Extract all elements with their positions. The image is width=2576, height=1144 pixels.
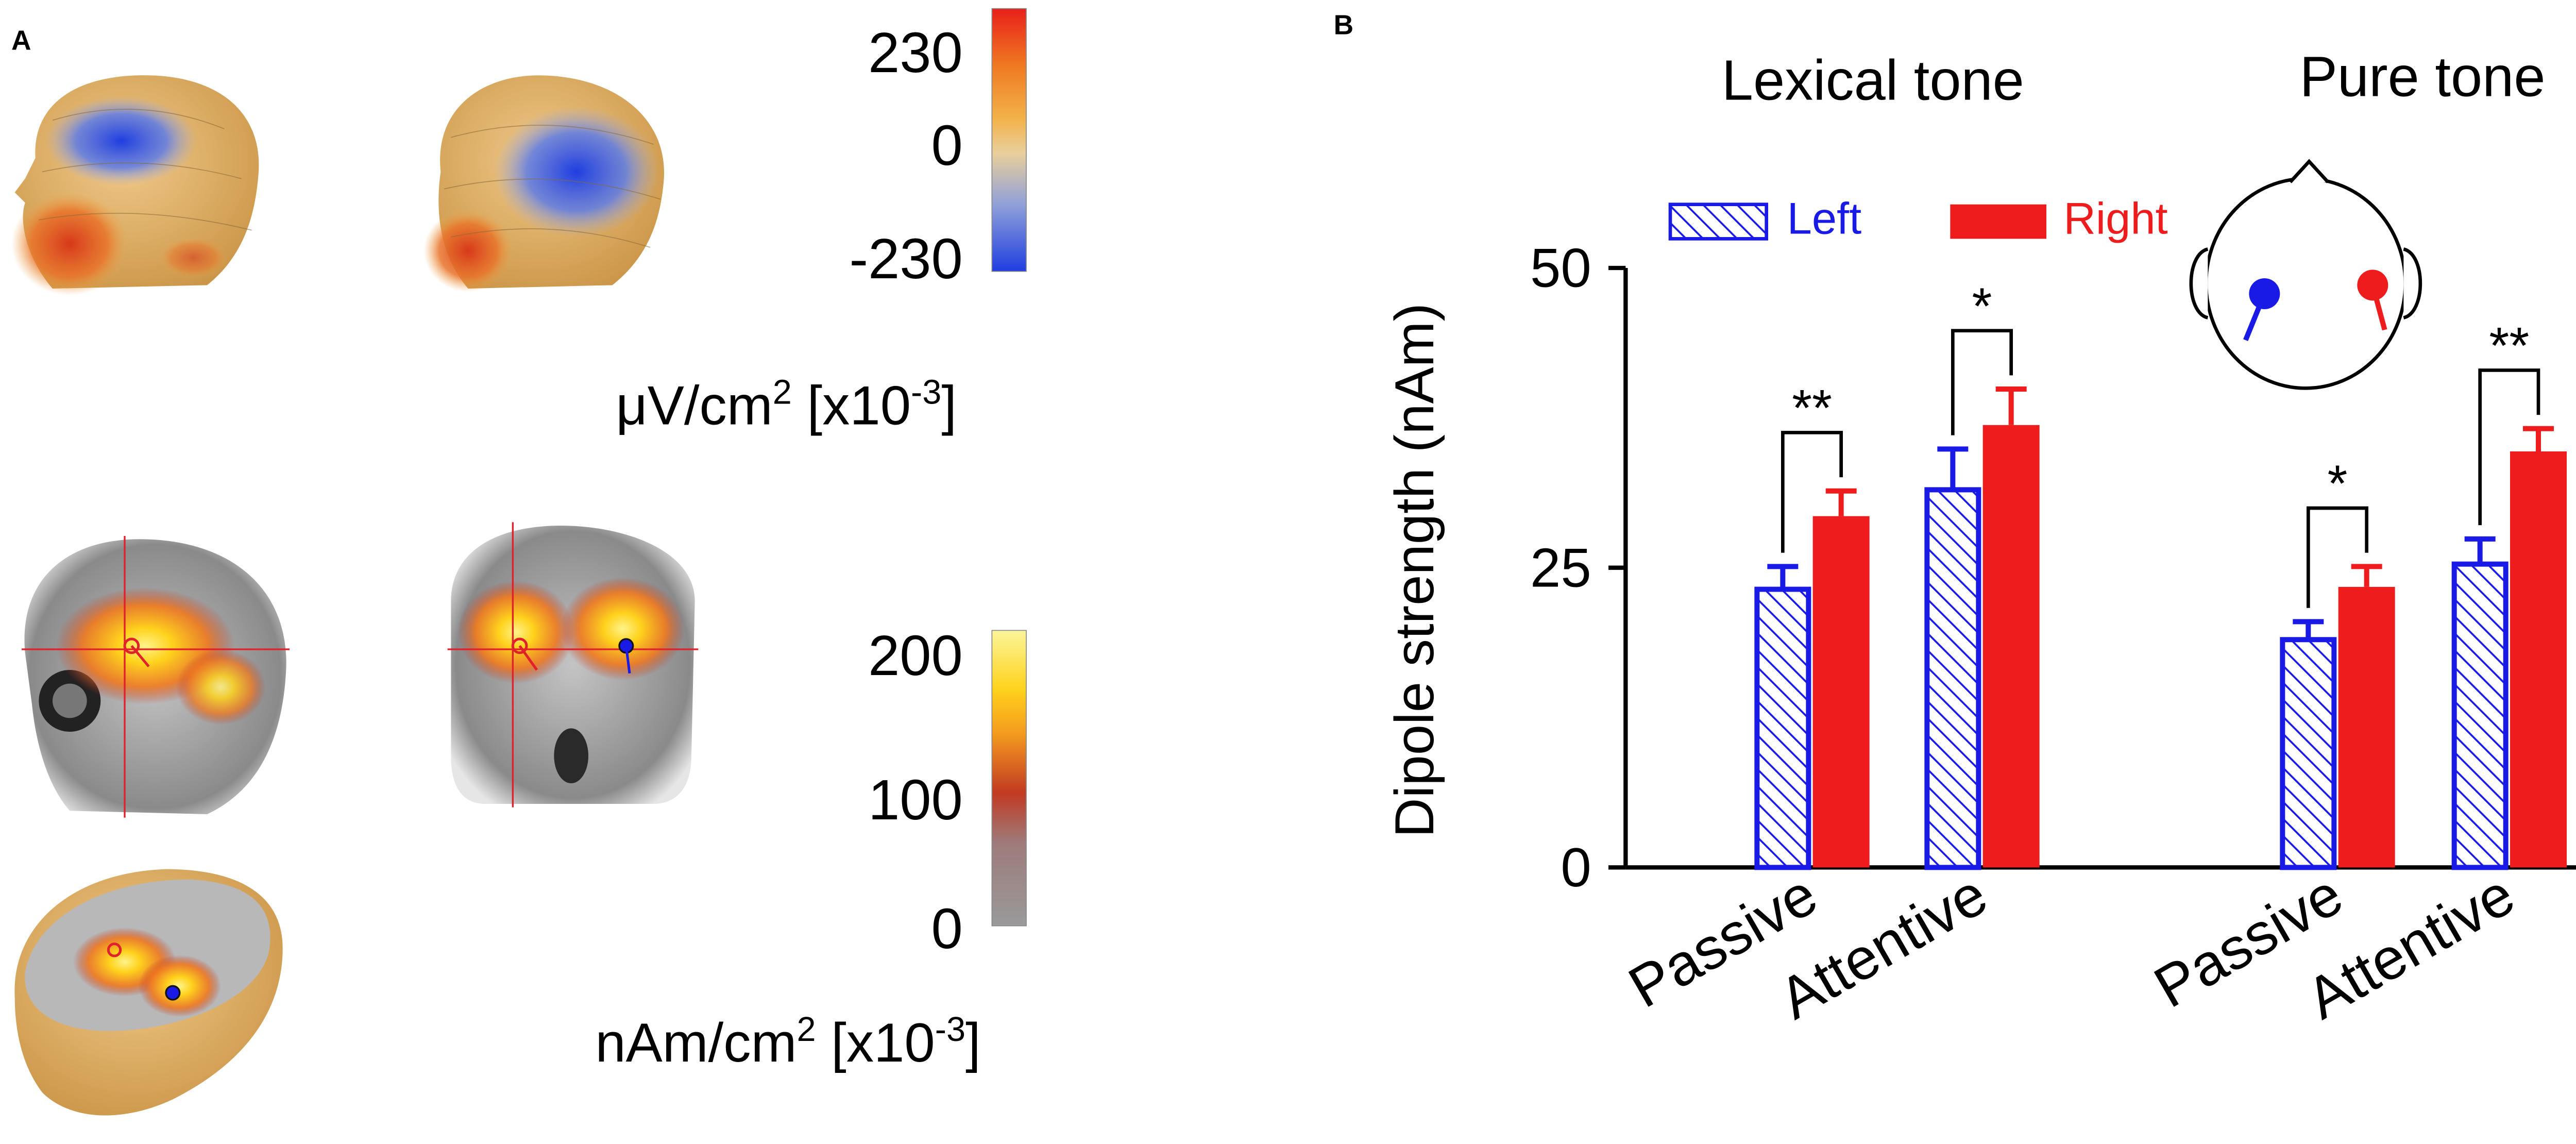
significance-marker: * bbox=[2328, 455, 2348, 513]
source-colorbar-unit: nAm/cm2 [x10-3] bbox=[595, 1011, 980, 1073]
bar-right bbox=[2510, 451, 2567, 868]
scalp-map-right-view bbox=[423, 75, 665, 292]
bars: ****** bbox=[1754, 277, 2567, 870]
head-schematic-icon bbox=[2189, 159, 2422, 390]
significance-bracket bbox=[1951, 329, 2013, 435]
y-tick-label: 50 bbox=[1530, 237, 1591, 299]
bar-left bbox=[1924, 487, 1981, 870]
bar-right bbox=[1982, 425, 2040, 868]
significance-bracket bbox=[1781, 431, 1843, 553]
scalp-colorbar: 230 0 -230 μV/cm2 [x10-3] bbox=[616, 8, 1027, 436]
bar-right bbox=[2338, 586, 2395, 868]
panel-a: A 230 0 -230 μV/cm2 [x10-3] bbox=[11, 8, 1027, 1116]
panel-b: B Lexical tone Pure tone Dipole strength… bbox=[1334, 10, 2576, 1032]
source-colorbar-tick-mid: 100 bbox=[868, 768, 963, 832]
legend-swatch-left bbox=[1668, 203, 1768, 241]
legend-swatch-right bbox=[1950, 204, 2046, 239]
panel-b-label: B bbox=[1334, 10, 1354, 41]
y-tick-label: 25 bbox=[1530, 536, 1591, 598]
panel-a-label: A bbox=[11, 26, 31, 56]
y-axis-label: Dipole strength (nAm) bbox=[1383, 303, 1445, 837]
mri-sagittal-slice bbox=[22, 536, 290, 818]
bar-right bbox=[1812, 516, 1870, 868]
significance-marker: * bbox=[1972, 277, 1992, 335]
scalp-colorbar-tick-max: 230 bbox=[868, 21, 963, 85]
bar-left bbox=[2451, 561, 2509, 870]
group-title-lexical: Lexical tone bbox=[1722, 48, 2024, 112]
legend-label-left: Left bbox=[1787, 194, 1862, 243]
scalp-map-left-view bbox=[11, 75, 259, 296]
bar-left bbox=[2280, 637, 2337, 870]
significance-bracket bbox=[2478, 368, 2540, 526]
significance-bracket bbox=[2307, 506, 2368, 608]
group-title-pure: Pure tone bbox=[2299, 45, 2545, 109]
source-colorbar-tick-max: 200 bbox=[868, 624, 963, 687]
head-3d-source-view bbox=[14, 869, 283, 1116]
significance-marker: ** bbox=[2489, 317, 2529, 375]
source-colorbar-tick-min: 0 bbox=[931, 897, 962, 961]
significance-marker: ** bbox=[1792, 379, 1832, 437]
scalp-colorbar-tick-min: -230 bbox=[849, 227, 962, 291]
legend-label-right: Right bbox=[2063, 194, 2167, 243]
mri-coronal-slice bbox=[447, 522, 699, 807]
y-tick-label: 0 bbox=[1561, 836, 1591, 898]
y-ticks: 0 25 50 bbox=[1530, 237, 1626, 898]
bar-left bbox=[1754, 586, 1811, 870]
legend: Left Right bbox=[1668, 194, 2168, 243]
scalp-colorbar-unit: μV/cm2 [x10-3] bbox=[616, 373, 957, 436]
scalp-colorbar-tick-mid: 0 bbox=[931, 114, 962, 177]
source-colorbar: 200 100 0 nAm/cm2 [x10-3] bbox=[595, 624, 1027, 1073]
